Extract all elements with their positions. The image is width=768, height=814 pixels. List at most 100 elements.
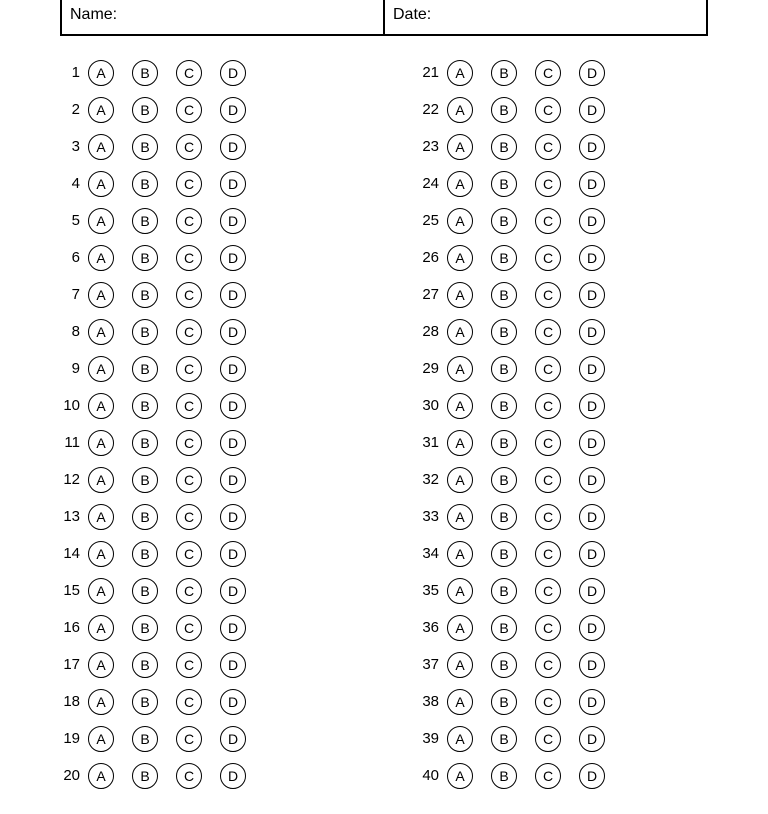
answer-bubble[interactable]: C (535, 504, 561, 530)
answer-bubble[interactable]: A (88, 393, 114, 419)
answer-bubble[interactable]: A (447, 726, 473, 752)
answer-bubble[interactable]: A (447, 652, 473, 678)
answer-bubble[interactable]: C (176, 171, 202, 197)
answer-bubble[interactable]: A (88, 541, 114, 567)
answer-bubble[interactable]: B (132, 578, 158, 604)
answer-bubble[interactable]: C (176, 578, 202, 604)
answer-bubble[interactable]: D (579, 134, 605, 160)
answer-bubble[interactable]: B (491, 60, 517, 86)
answer-bubble[interactable]: B (491, 282, 517, 308)
answer-bubble[interactable]: A (447, 393, 473, 419)
answer-bubble[interactable]: A (88, 171, 114, 197)
answer-bubble[interactable]: D (579, 356, 605, 382)
answer-bubble[interactable]: A (88, 430, 114, 456)
answer-bubble[interactable]: A (88, 763, 114, 789)
answer-bubble[interactable]: B (132, 134, 158, 160)
answer-bubble[interactable]: B (491, 97, 517, 123)
answer-bubble[interactable]: D (579, 541, 605, 567)
answer-bubble[interactable]: D (220, 208, 246, 234)
date-field[interactable]: Date: (385, 0, 706, 34)
answer-bubble[interactable]: A (447, 541, 473, 567)
answer-bubble[interactable]: C (535, 578, 561, 604)
answer-bubble[interactable]: A (88, 578, 114, 604)
answer-bubble[interactable]: C (176, 282, 202, 308)
answer-bubble[interactable]: D (220, 578, 246, 604)
answer-bubble[interactable]: A (88, 97, 114, 123)
answer-bubble[interactable]: D (220, 319, 246, 345)
answer-bubble[interactable]: B (491, 430, 517, 456)
answer-bubble[interactable]: D (579, 763, 605, 789)
answer-bubble[interactable]: B (491, 615, 517, 641)
answer-bubble[interactable]: D (579, 393, 605, 419)
answer-bubble[interactable]: C (535, 208, 561, 234)
answer-bubble[interactable]: C (176, 134, 202, 160)
answer-bubble[interactable]: C (535, 726, 561, 752)
answer-bubble[interactable]: C (535, 319, 561, 345)
answer-bubble[interactable]: D (579, 97, 605, 123)
answer-bubble[interactable]: B (132, 171, 158, 197)
answer-bubble[interactable]: B (491, 541, 517, 567)
answer-bubble[interactable]: C (535, 652, 561, 678)
answer-bubble[interactable]: B (491, 134, 517, 160)
answer-bubble[interactable]: D (220, 467, 246, 493)
answer-bubble[interactable]: A (88, 504, 114, 530)
answer-bubble[interactable]: C (176, 504, 202, 530)
answer-bubble[interactable]: A (88, 652, 114, 678)
answer-bubble[interactable]: B (491, 652, 517, 678)
answer-bubble[interactable]: C (176, 97, 202, 123)
answer-bubble[interactable]: A (88, 282, 114, 308)
answer-bubble[interactable]: C (176, 356, 202, 382)
answer-bubble[interactable]: C (535, 689, 561, 715)
answer-bubble[interactable]: C (535, 134, 561, 160)
answer-bubble[interactable]: C (535, 245, 561, 271)
answer-bubble[interactable]: C (535, 60, 561, 86)
answer-bubble[interactable]: B (491, 467, 517, 493)
answer-bubble[interactable]: B (132, 541, 158, 567)
answer-bubble[interactable]: A (88, 208, 114, 234)
answer-bubble[interactable]: D (579, 208, 605, 234)
answer-bubble[interactable]: A (447, 171, 473, 197)
answer-bubble[interactable]: D (220, 171, 246, 197)
answer-bubble[interactable]: C (176, 430, 202, 456)
answer-bubble[interactable]: A (88, 467, 114, 493)
answer-bubble[interactable]: B (132, 356, 158, 382)
answer-bubble[interactable]: C (176, 245, 202, 271)
answer-bubble[interactable]: A (447, 282, 473, 308)
answer-bubble[interactable]: D (220, 134, 246, 160)
answer-bubble[interactable]: A (447, 430, 473, 456)
answer-bubble[interactable]: D (220, 504, 246, 530)
answer-bubble[interactable]: A (447, 578, 473, 604)
answer-bubble[interactable]: B (132, 319, 158, 345)
answer-bubble[interactable]: A (88, 356, 114, 382)
answer-bubble[interactable]: D (220, 652, 246, 678)
answer-bubble[interactable]: D (220, 60, 246, 86)
name-field[interactable]: Name: (62, 0, 385, 34)
answer-bubble[interactable]: C (535, 171, 561, 197)
answer-bubble[interactable]: B (132, 504, 158, 530)
answer-bubble[interactable]: B (491, 319, 517, 345)
answer-bubble[interactable]: C (535, 763, 561, 789)
answer-bubble[interactable]: A (447, 134, 473, 160)
answer-bubble[interactable]: D (220, 393, 246, 419)
answer-bubble[interactable]: C (176, 393, 202, 419)
answer-bubble[interactable]: A (88, 319, 114, 345)
answer-bubble[interactable]: B (491, 726, 517, 752)
answer-bubble[interactable]: D (579, 430, 605, 456)
answer-bubble[interactable]: D (220, 615, 246, 641)
answer-bubble[interactable]: D (220, 689, 246, 715)
answer-bubble[interactable]: A (88, 726, 114, 752)
answer-bubble[interactable]: A (447, 245, 473, 271)
answer-bubble[interactable]: D (220, 541, 246, 567)
answer-bubble[interactable]: A (447, 208, 473, 234)
answer-bubble[interactable]: A (88, 615, 114, 641)
answer-bubble[interactable]: B (132, 60, 158, 86)
answer-bubble[interactable]: D (220, 763, 246, 789)
answer-bubble[interactable]: D (220, 245, 246, 271)
answer-bubble[interactable]: B (132, 726, 158, 752)
answer-bubble[interactable]: A (447, 689, 473, 715)
answer-bubble[interactable]: A (88, 689, 114, 715)
answer-bubble[interactable]: C (176, 652, 202, 678)
answer-bubble[interactable]: A (88, 134, 114, 160)
answer-bubble[interactable]: C (535, 615, 561, 641)
answer-bubble[interactable]: B (491, 689, 517, 715)
